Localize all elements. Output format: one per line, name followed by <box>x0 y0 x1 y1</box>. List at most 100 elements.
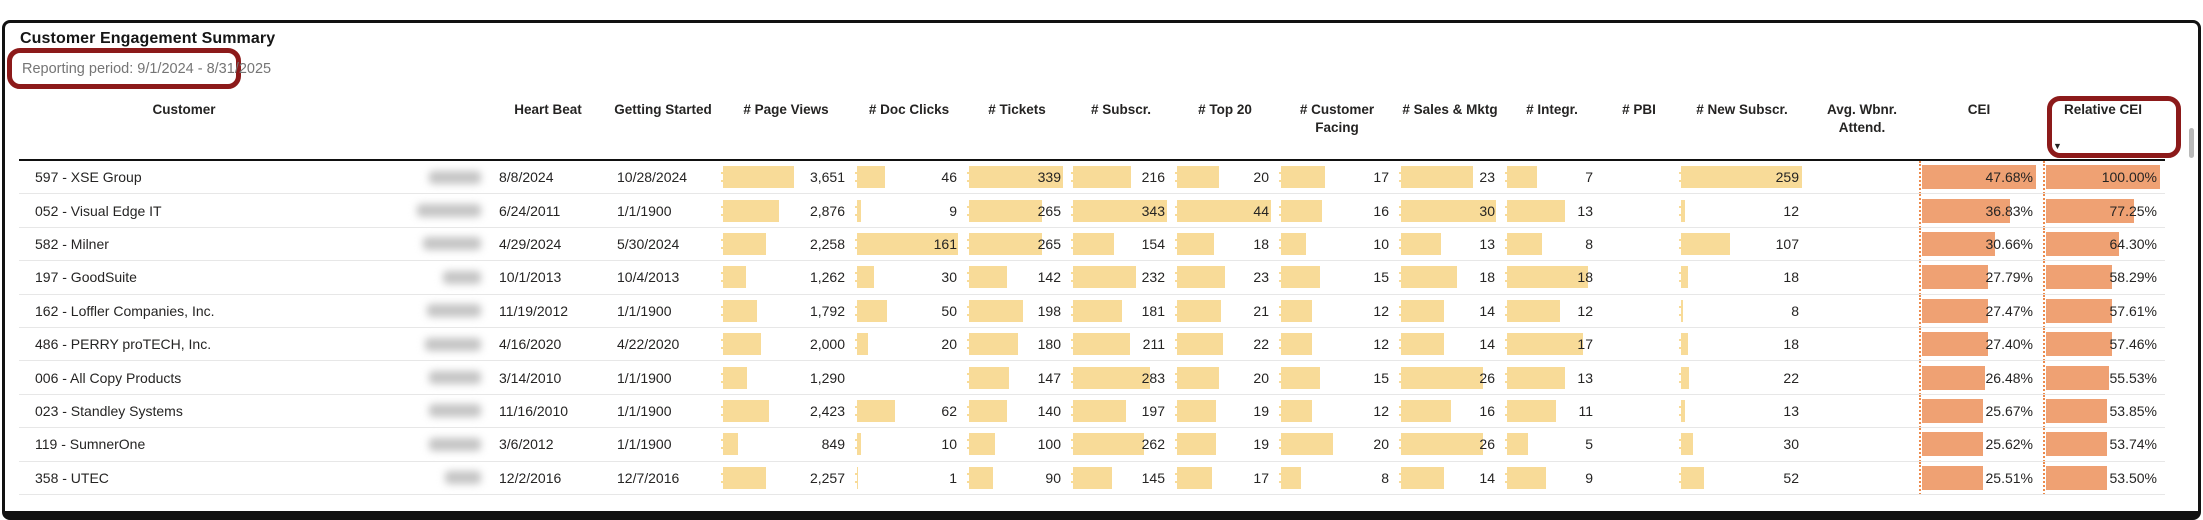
cell-top20: 21 <box>1173 295 1277 327</box>
scrollbar-thumb[interactable] <box>2189 128 2194 158</box>
cell-cei: 30.66% <box>1917 227 2041 261</box>
table-row[interactable]: 023 - Standley Systems 11/16/2010 1/1/1900… <box>19 394 2165 429</box>
cell-value: 20 <box>1253 169 1269 186</box>
cell-value: 47.68% <box>1985 169 2033 186</box>
data-bar <box>855 232 959 255</box>
data-bar <box>1279 333 1312 356</box>
cell-value: 181 <box>1141 302 1165 319</box>
cell-avg_wbnr <box>1807 428 1917 460</box>
cell-top20: 19 <box>1173 428 1277 460</box>
cell-value: 265 <box>1037 235 1061 252</box>
bar-axis-line <box>2043 327 2045 361</box>
data-bar <box>1505 366 1565 389</box>
cell-value: 8 <box>1381 469 1389 486</box>
bar-axis-line <box>1919 428 1921 461</box>
cell-integr: 12 <box>1503 295 1601 327</box>
column-header-label: CEI <box>1967 102 1991 117</box>
column-header-top20[interactable]: # Top 20 <box>1173 97 1277 159</box>
column-header-sales_mktg[interactable]: # Sales & Mktg <box>1397 97 1503 159</box>
data-bar <box>1279 466 1301 489</box>
cell-value: 30.66% <box>1985 235 2033 252</box>
cell-pbi <box>1601 462 1677 494</box>
table-row[interactable]: 006 - All Copy Products 3/14/2010 1/1/1900… <box>19 361 2165 395</box>
column-header-page_views[interactable]: # Page Views <box>719 97 853 159</box>
data-bar <box>721 199 779 222</box>
cell-doc_clicks: 10 <box>853 428 965 460</box>
column-header-redacted[interactable] <box>349 97 489 159</box>
data-bar <box>1279 366 1320 389</box>
table-row[interactable]: 119 - SumnerOne 3/6/2012 1/1/1900 849 10 100 2… <box>19 428 2165 462</box>
cell-value: 10/28/2024 <box>617 169 688 186</box>
engagement-table: Customer Heart Beat Getting Started # Page … <box>19 97 2165 495</box>
cell-top20: 44 <box>1173 194 1277 226</box>
column-header-customer[interactable]: Customer <box>19 97 349 159</box>
column-header-tickets[interactable]: # Tickets <box>965 97 1069 159</box>
table-row[interactable]: 162 - Loffler Companies, Inc. 11/19/2012 1… <box>19 294 2165 328</box>
cell-new_subscr: 22 <box>1677 361 1807 393</box>
bar-axis-line <box>2043 161 2045 194</box>
column-header-heart_beat[interactable]: Heart Beat <box>489 97 607 159</box>
cell-cei: 27.47% <box>1917 294 2041 327</box>
cell-value: 12 <box>1373 402 1389 419</box>
data-bar <box>1679 466 1704 489</box>
redacted-value <box>443 270 481 284</box>
cell-subscr: 283 <box>1069 361 1173 393</box>
cell-relative_cei: 53.50% <box>2041 461 2165 494</box>
column-header-label: # Page Views <box>743 102 829 117</box>
table-row[interactable]: 582 - Milner 4/29/2024 5/30/2024 2,258 161 26… <box>19 227 2165 262</box>
cell-value: 2,876 <box>809 202 845 219</box>
cell-value: 582 - Milner <box>35 235 109 252</box>
cell-pbi <box>1601 361 1677 393</box>
table-row[interactable]: 358 - UTEC 12/2/2016 12/7/2016 2,257 1 90 145 1… <box>19 461 2165 495</box>
column-header-subscr[interactable]: # Subscr. <box>1069 97 1173 159</box>
data-bar <box>1505 466 1547 489</box>
cell-top20: 20 <box>1173 161 1277 193</box>
cell-heart_beat: 12/2/2016 <box>489 462 607 494</box>
cell-value: 18 <box>1783 336 1799 353</box>
cell-value: 26.48% <box>1985 369 2033 386</box>
column-header-new_subscr[interactable]: # New Subscr. <box>1677 97 1807 159</box>
column-header-pbi[interactable]: # PBI <box>1601 97 1677 159</box>
cell-avg_wbnr <box>1807 295 1917 327</box>
cell-top20: 17 <box>1173 462 1277 494</box>
cell-value: 13 <box>1577 369 1593 386</box>
cell-value: 26 <box>1479 369 1495 386</box>
table-row[interactable]: 197 - GoodSuite 10/1/2013 10/4/2013 1,262 30… <box>19 261 2165 295</box>
table-row[interactable]: 597 - XSE Group 8/8/2024 10/28/2024 3,651 46… <box>19 161 2165 195</box>
data-bar <box>1679 199 1685 222</box>
cell-value: 8 <box>1791 302 1799 319</box>
cell-value: 107 <box>1775 235 1799 252</box>
column-header-cei[interactable]: CEI <box>1917 97 2041 159</box>
cell-doc_clicks: 1 <box>853 462 965 494</box>
cell-subscr: 197 <box>1069 395 1173 427</box>
cell-tickets: 180 <box>965 328 1069 360</box>
data-bar <box>1679 399 1686 422</box>
column-header-doc_clicks[interactable]: # Doc Clicks <box>853 97 965 159</box>
data-bar <box>1922 198 2011 223</box>
column-header-integr[interactable]: # Integr. <box>1503 97 1601 159</box>
cell-value: 1/1/1900 <box>617 302 672 319</box>
column-header-label: # Doc Clicks <box>868 102 950 117</box>
bar-axis-line <box>2043 461 2045 494</box>
cell-cei: 27.40% <box>1917 327 2041 361</box>
redacted-value <box>423 237 481 251</box>
cell-pbi <box>1601 428 1677 460</box>
table-row[interactable]: 486 - PERRY proTECH, Inc. 4/16/2020 4/22/2… <box>19 327 2165 362</box>
column-header-getting_started[interactable]: Getting Started <box>607 97 719 159</box>
cell-tickets: 147 <box>965 361 1069 393</box>
column-header-avg_wbnr[interactable]: Avg. Wbnr. Attend. <box>1807 97 1917 159</box>
bar-axis-line <box>2043 294 2045 327</box>
data-bar <box>855 199 861 222</box>
cell-value: 53.85% <box>2109 402 2157 419</box>
data-bar <box>1399 333 1445 356</box>
cell-value: 1/1/1900 <box>617 369 672 386</box>
column-header-customer_facing[interactable]: # Customer Facing <box>1277 97 1397 159</box>
cell-value: 13 <box>1577 202 1593 219</box>
table-row[interactable]: 052 - Visual Edge IT 6/24/2011 1/1/1900 2,8… <box>19 194 2165 228</box>
data-bar <box>721 433 738 456</box>
cell-avg_wbnr <box>1807 395 1917 427</box>
cell-value: 44 <box>1253 202 1269 219</box>
column-header-label: Relative CEI <box>2063 102 2143 117</box>
vertical-scrollbar[interactable] <box>2188 103 2195 483</box>
cell-value: 64.30% <box>2109 235 2157 252</box>
